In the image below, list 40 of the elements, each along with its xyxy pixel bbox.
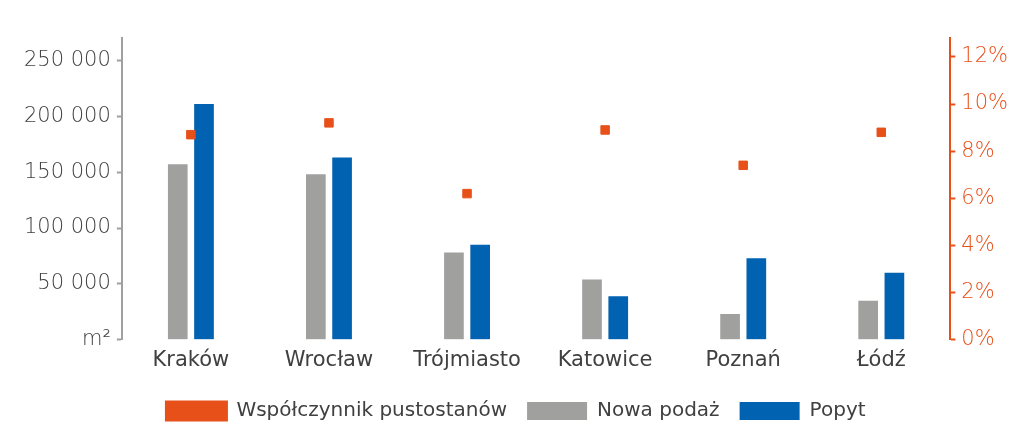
y2-tick-label: 10% [961, 90, 1009, 115]
point [186, 129, 196, 140]
point [462, 188, 472, 199]
point [324, 118, 334, 128]
y2-tick-label: 4% [961, 231, 995, 256]
bar [884, 272, 905, 340]
y2-tick-label: 8% [961, 137, 995, 162]
y-tick-label: 50 000 [37, 270, 111, 295]
bar [746, 258, 767, 340]
bar [720, 314, 740, 340]
bar [332, 157, 352, 340]
bar [470, 244, 490, 340]
x-tick-label: Katowice [557, 346, 653, 371]
bar [167, 164, 188, 340]
y-tick-label: 200 000 [24, 102, 111, 127]
x-tick-label: Poznań [705, 346, 781, 371]
x-tick-label: Kraków [152, 346, 230, 371]
y-tick-label: 150 000 [24, 158, 111, 183]
x-tick-label: Wrocław [284, 346, 374, 371]
x-tick-label: Trójmiasto [412, 346, 521, 371]
legend-label: Współczynnik pustostanów [236, 397, 508, 422]
bar [444, 252, 464, 340]
bar [608, 296, 629, 340]
y2-tick-label: 2% [961, 279, 995, 304]
bar [306, 174, 326, 340]
x-tick-label: Łódź [855, 346, 906, 371]
bar [194, 103, 214, 340]
legend-label: Popyt [809, 397, 866, 422]
legend-label: Nowa podaż [597, 397, 720, 422]
y-tick-label: m² [81, 326, 111, 351]
y2-tick-label: 6% [961, 184, 995, 209]
y-tick-label: 250 000 [24, 46, 111, 71]
point [600, 125, 610, 135]
bar [858, 300, 878, 340]
bar [582, 279, 602, 340]
y2-tick-label: 12% [961, 43, 1009, 68]
point [876, 127, 887, 138]
point [738, 160, 748, 171]
y2-tick-label: 0% [961, 326, 995, 351]
y-tick-label: 100 000 [24, 214, 111, 239]
